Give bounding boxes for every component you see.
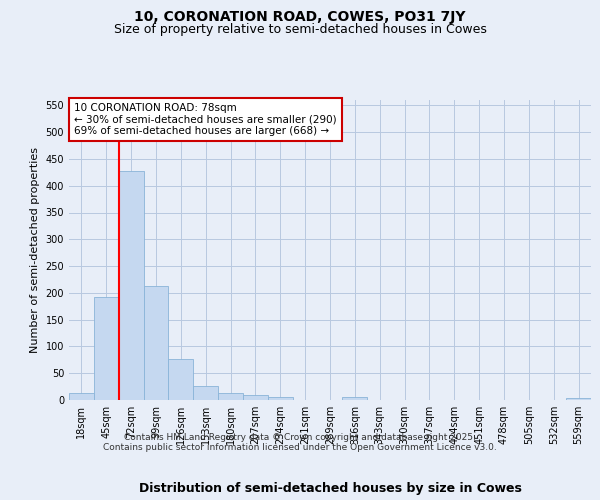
Text: 10, CORONATION ROAD, COWES, PO31 7JY: 10, CORONATION ROAD, COWES, PO31 7JY	[134, 10, 466, 24]
Bar	[94, 296, 119, 400]
Bar	[143, 286, 169, 400]
Bar	[343, 398, 367, 400]
Bar	[218, 393, 243, 400]
Text: Distribution of semi-detached houses by size in Cowes: Distribution of semi-detached houses by …	[139, 482, 521, 495]
Bar	[268, 398, 293, 400]
Bar	[169, 359, 193, 400]
Bar	[69, 393, 94, 400]
Bar	[119, 170, 143, 400]
Text: Contains HM Land Registry data © Crown copyright and database right 2025.
Contai: Contains HM Land Registry data © Crown c…	[103, 433, 497, 452]
Bar	[243, 394, 268, 400]
Bar	[566, 398, 591, 400]
Text: Size of property relative to semi-detached houses in Cowes: Size of property relative to semi-detach…	[113, 22, 487, 36]
Text: 10 CORONATION ROAD: 78sqm
← 30% of semi-detached houses are smaller (290)
69% of: 10 CORONATION ROAD: 78sqm ← 30% of semi-…	[74, 103, 337, 136]
Y-axis label: Number of semi-detached properties: Number of semi-detached properties	[30, 147, 40, 353]
Bar	[193, 386, 218, 400]
